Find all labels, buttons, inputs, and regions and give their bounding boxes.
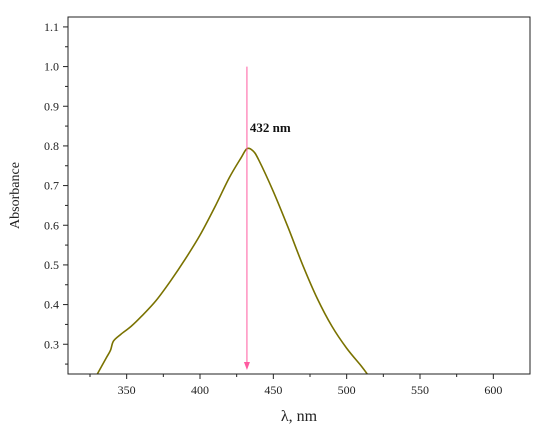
x-tick-label: 350 [118, 383, 136, 397]
y-axis-title: Absorbance [8, 162, 23, 229]
ticks-layer: 350 400 450 500 550 600 0.3 0.4 0.5 0.6 0.7 0.8 0.9 1… [44, 20, 502, 397]
y-tick-label: 0.5 [44, 258, 59, 272]
x-tick-label: 600 [484, 383, 502, 397]
y-tick-label: 0.3 [44, 337, 59, 351]
peak-arrow-head [243, 362, 250, 370]
series-layer [96, 147, 368, 375]
x-axis-title: λ, nm [281, 408, 318, 425]
plot-frame [67, 16, 531, 375]
x-tick-label: 450 [264, 383, 282, 397]
y-tick-label: 0.8 [44, 139, 59, 153]
peak-label: 432 nm [250, 120, 291, 135]
annotation-layer: 432 nm [243, 66, 291, 370]
x-tick-label: 500 [338, 383, 356, 397]
x-tick-label: 400 [191, 383, 209, 397]
absorbance-series-line [96, 147, 368, 375]
y-tick-label: 1.1 [44, 20, 59, 34]
y-tick-label: 0.9 [44, 99, 59, 113]
y-tick-label: 0.6 [44, 218, 59, 232]
y-tick-label: 1.0 [44, 60, 59, 74]
y-tick-label: 0.4 [44, 298, 59, 312]
y-tick-label: 0.7 [44, 179, 59, 193]
x-tick-label: 550 [411, 383, 429, 397]
